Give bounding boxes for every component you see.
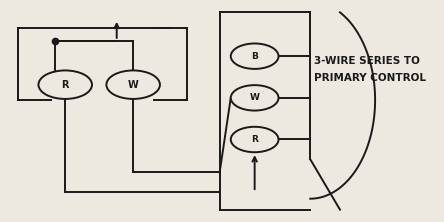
Text: R: R <box>251 135 258 144</box>
Text: W: W <box>128 80 139 90</box>
Circle shape <box>231 85 278 111</box>
Text: W: W <box>250 93 260 102</box>
Text: B: B <box>251 52 258 61</box>
Text: PRIMARY CONTROL: PRIMARY CONTROL <box>314 73 426 83</box>
Text: R: R <box>61 80 69 90</box>
Circle shape <box>107 70 160 99</box>
Text: 3-WIRE SERIES TO: 3-WIRE SERIES TO <box>314 56 420 65</box>
Circle shape <box>231 44 278 69</box>
Circle shape <box>231 127 278 152</box>
Circle shape <box>39 70 92 99</box>
